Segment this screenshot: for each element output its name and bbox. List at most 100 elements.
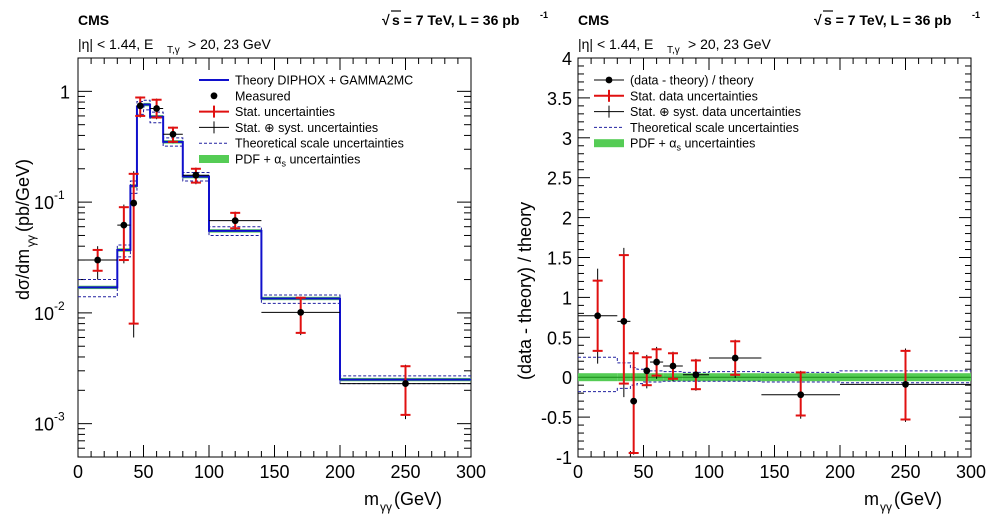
y-axis-title-unit: (pb/GeV) <box>13 159 33 232</box>
legend-label: PDF + αs uncertainties <box>630 137 755 153</box>
y-axis-title: (data - theory) / theory <box>515 202 535 380</box>
sqrt-symbol: √ <box>382 12 390 28</box>
selection-subscript: T,γ <box>167 45 180 56</box>
x-tick-labels: 0 50 100 150 200 250 300 <box>573 462 986 482</box>
y-tick-labels: 10 -310 -210 -11 <box>34 82 70 434</box>
x-tick-label: 300 <box>956 462 986 482</box>
legend-entry: Measured <box>210 89 291 103</box>
y-tick-labels: -1 -0.5 0 0.5 1 1.5 2 2.5 3 3.5 4 <box>541 49 572 468</box>
measured-point <box>402 380 409 387</box>
y-axis-title-sub: γγ <box>24 235 38 247</box>
legend-entry: Stat. uncertainties <box>199 105 335 119</box>
y-tick-label-base: 10 <box>34 415 54 435</box>
y-tick-label: 3 <box>562 129 572 149</box>
measured-point <box>136 102 144 110</box>
y-tick-label: -1 <box>556 448 572 468</box>
ratio-point <box>669 362 677 370</box>
chart-marks <box>78 96 471 420</box>
y-tick-label-base: 10 <box>34 193 54 213</box>
legend-entry: Theoretical scale uncertainties <box>199 137 404 151</box>
axis-ticks <box>77 57 472 458</box>
measured-point <box>231 217 239 225</box>
legend-label: Theory DIPHOX + GAMMA2MC <box>235 74 413 88</box>
ratio-point <box>643 367 651 375</box>
y-tick-label: 10 -3 <box>34 410 65 435</box>
theory-scale-lower <box>578 380 971 393</box>
y-tick-label: 10 -2 <box>34 299 65 324</box>
ratio-panel: CMS √ s = 7 TeV, L = 36 pb -1 |η| < 1.44… <box>515 10 986 514</box>
x-axis-title-main: m <box>864 489 879 509</box>
x-axis-title: m γγ (GeV) <box>864 489 942 514</box>
legend-swatch <box>594 139 624 148</box>
y-axis-title-main: dσ/dm <box>13 249 33 300</box>
legend-label: Stat. uncertainties <box>235 105 335 119</box>
y-tick-label: 0 <box>562 368 572 388</box>
y-tick-label: 1.5 <box>547 249 572 269</box>
legend-label: (data - theory) / theory <box>630 74 754 88</box>
ratio-point <box>594 312 602 320</box>
x-tick-label: 200 <box>325 462 355 482</box>
cross-section-panel: CMS √ s = 7 TeV, L = 36 pb -1 |η| < 1.44… <box>13 10 548 514</box>
x-tick-label: 100 <box>194 462 224 482</box>
y-tick-label: 10 -1 <box>34 188 65 213</box>
y-tick-label-exponent: -2 <box>54 299 65 313</box>
legend-label: Theoretical scale uncertainties <box>630 121 799 135</box>
x-axis-title-unit: (GeV) <box>894 489 942 509</box>
selection-text: |η| < 1.44, E <box>78 36 153 52</box>
measured-point <box>120 221 128 229</box>
measured-point <box>94 256 102 264</box>
legend-entry: (data - theory) / theory <box>594 74 754 88</box>
theory-scale-upper <box>578 356 971 373</box>
x-tick-label: 250 <box>890 462 920 482</box>
sqrt-symbol: √ <box>814 12 822 28</box>
y-tick-label-exponent: -1 <box>54 188 65 202</box>
y-tick-label-base: 10 <box>34 304 54 324</box>
chart-marks <box>578 247 971 455</box>
energy-lumi-text: s = 7 TeV, L = 36 pb <box>824 12 951 28</box>
measured-point <box>192 171 200 179</box>
ratio-point <box>630 397 638 405</box>
ratio-point <box>797 391 805 399</box>
legend-swatch <box>210 92 218 100</box>
selection-rest: > 20, 23 GeV <box>188 36 272 52</box>
legend-entry: Theory DIPHOX + GAMMA2MC <box>199 74 413 88</box>
y-tick-label: -0.5 <box>541 408 572 428</box>
y-tick-label: 2.5 <box>547 169 572 189</box>
x-tick-label: 200 <box>825 462 855 482</box>
selection-label: |η| < 1.44, E T,γ > 20, 23 GeV <box>78 36 272 56</box>
y-axis-title: dσ/dm γγ (pb/GeV) <box>13 159 38 300</box>
y-tick-label-exponent: -3 <box>54 410 65 424</box>
measured-point <box>297 309 305 316</box>
x-tick-label: 250 <box>390 462 420 482</box>
axis-ticks <box>577 57 972 458</box>
x-tick-label: 0 <box>73 462 83 482</box>
energy-lumi-label: √ s = 7 TeV, L = 36 pb -1 <box>814 10 980 28</box>
energy-lumi-exponent: -1 <box>972 10 980 20</box>
energy-lumi-exponent: -1 <box>540 10 548 20</box>
energy-lumi-text: s = 7 TeV, L = 36 pb <box>392 12 519 28</box>
legend-entry: PDF + αs uncertainties <box>199 153 360 169</box>
x-tick-label: 50 <box>133 462 153 482</box>
legend-swatch <box>199 155 229 163</box>
selection-subscript: T,γ <box>667 45 680 56</box>
ratio-point <box>653 358 660 366</box>
ratio-point <box>692 371 700 379</box>
experiment-label: CMS <box>78 12 109 28</box>
measured-point <box>169 130 177 138</box>
y-tick-label: 1 <box>60 82 70 102</box>
y-tick-label: 4 <box>562 49 572 69</box>
y-tick-label: 2 <box>562 209 572 229</box>
measured-point <box>130 199 138 207</box>
legend-label: Stat. ⊕ syst. data uncertainties <box>630 105 801 119</box>
experiment-label: CMS <box>578 12 609 28</box>
legend-entry: PDF + αs uncertainties <box>594 137 755 153</box>
legend-entry: Stat. ⊕ syst. uncertainties <box>199 121 378 135</box>
x-tick-label: 100 <box>694 462 724 482</box>
ratio-point <box>620 317 628 325</box>
legend-entry: Stat. data uncertainties <box>594 89 758 103</box>
selection-label: |η| < 1.44, E T,γ > 20, 23 GeV <box>578 36 772 56</box>
ratio-point <box>731 354 739 362</box>
x-tick-label: 50 <box>633 462 653 482</box>
ratio-point <box>902 380 909 388</box>
